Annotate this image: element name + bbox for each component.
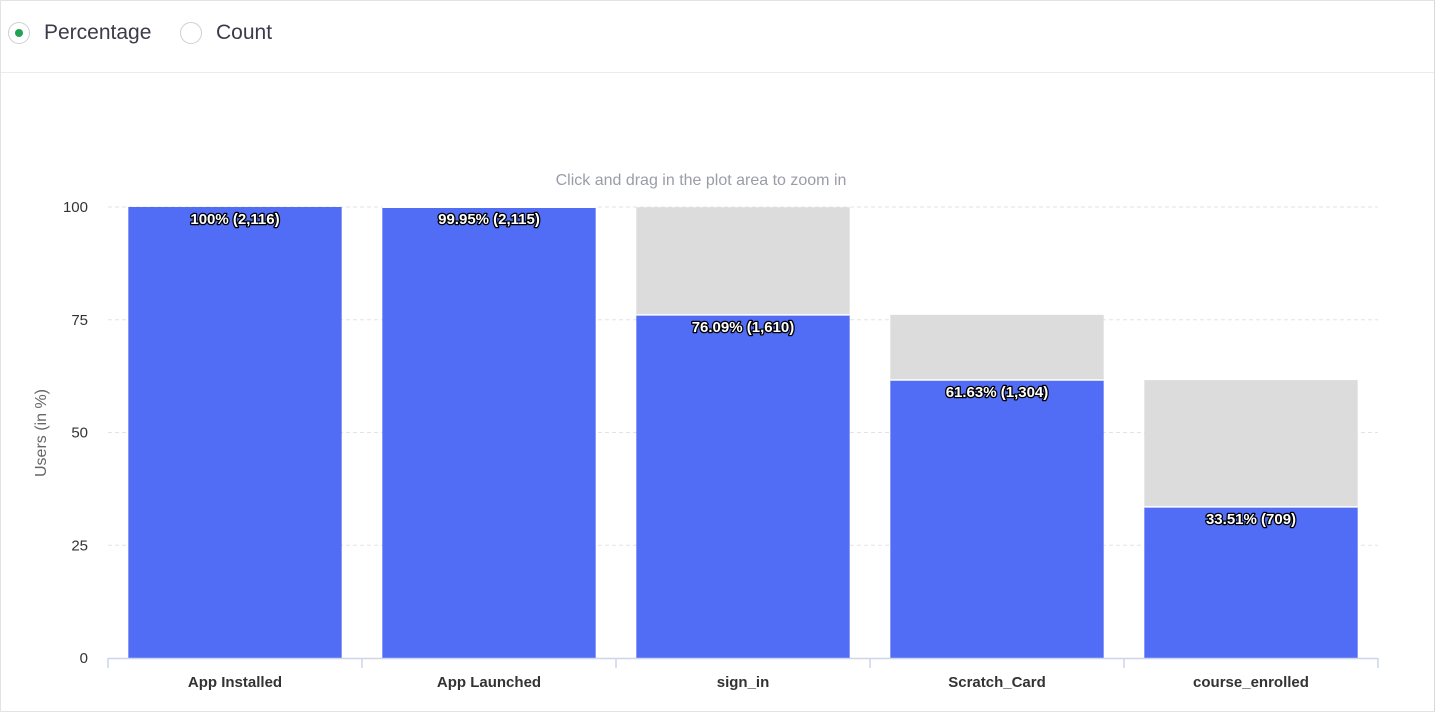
- x-axis: App Installed App Launched sign_in Scratch_…: [107, 657, 1379, 691]
- y-axis: 0 25 50 75 100: [63, 199, 88, 667]
- chart-subtitle: Click and drag in the plot area to zoom …: [556, 172, 847, 189]
- radio-unselected-icon[interactable]: [180, 22, 202, 44]
- x-tick-label: Scratch_Card: [948, 674, 1046, 691]
- data-label: 33.51% (709): [1206, 511, 1296, 528]
- x-tick-label: App Launched: [437, 674, 541, 691]
- data-label: 99.95% (2,115): [438, 211, 540, 228]
- y-tick-label: 75: [71, 312, 88, 329]
- percentage-label: Percentage: [44, 21, 152, 44]
- radio-selected-icon[interactable]: [8, 22, 30, 44]
- count-option[interactable]: Count: [180, 21, 272, 45]
- x-tick-label: sign_in: [717, 674, 770, 691]
- y-axis-label: Users (in %): [33, 389, 50, 477]
- dropoff-bar[interactable]: [1144, 380, 1358, 507]
- bars: [128, 206, 1358, 658]
- conversion-bar[interactable]: [382, 207, 596, 658]
- view-toggle: Percentage Count: [1, 1, 1434, 73]
- y-tick-label: 0: [80, 650, 88, 667]
- conversion-bar[interactable]: [1144, 506, 1358, 658]
- y-tick-label: 25: [71, 537, 88, 554]
- data-label: 100% (2,116): [190, 211, 279, 228]
- percentage-option[interactable]: Percentage: [8, 21, 151, 45]
- count-label: Count: [216, 21, 273, 44]
- dropoff-bar[interactable]: [890, 314, 1104, 381]
- y-tick-label: 100: [63, 199, 88, 216]
- data-label: 61.63% (1,304): [946, 384, 1049, 401]
- data-labels: 100% (2,116) 99.95% (2,115) 76.09% (1,610)…: [189, 210, 1297, 529]
- conversion-bar[interactable]: [636, 314, 850, 658]
- conversion-bar[interactable]: [128, 207, 342, 658]
- x-tick-label: course_enrolled: [1193, 674, 1309, 691]
- x-tick-label: App Installed: [188, 674, 282, 691]
- y-tick-label: 50: [71, 425, 88, 442]
- data-label: 76.09% (1,610): [692, 319, 795, 336]
- dropoff-bar[interactable]: [636, 207, 850, 315]
- conversion-bar[interactable]: [890, 380, 1104, 658]
